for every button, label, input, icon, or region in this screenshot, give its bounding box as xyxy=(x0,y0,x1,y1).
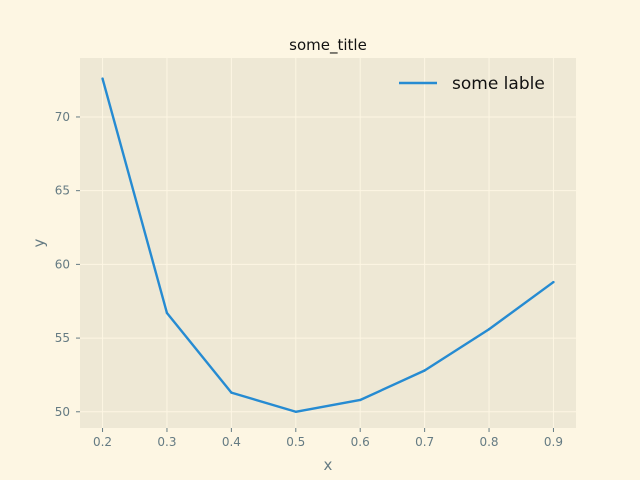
series-line xyxy=(101,78,555,413)
x-tick-label: 0.5 xyxy=(286,435,305,449)
data-point xyxy=(423,369,426,372)
x-axis-label: x xyxy=(324,456,333,474)
x-tick-label: 0.3 xyxy=(157,435,176,449)
y-tick-label: 55 xyxy=(55,331,70,345)
legend-entry-label: some lable xyxy=(452,74,545,94)
y-tick-label: 70 xyxy=(55,110,70,124)
x-axis-ticks: 0.2 0.3 0.4 0.5 0.6 0.7 0.8 0.9 xyxy=(93,428,563,449)
y-axis-label: y xyxy=(30,238,48,247)
series-layer xyxy=(101,77,555,413)
data-point xyxy=(230,391,233,394)
data-point xyxy=(294,410,297,413)
chart-title: some_title xyxy=(289,36,367,55)
x-tick-label: 0.6 xyxy=(351,435,370,449)
y-tick-label: 50 xyxy=(55,405,70,419)
data-point xyxy=(101,77,104,80)
grid-lines xyxy=(80,58,576,428)
data-point xyxy=(487,328,491,331)
data-point xyxy=(165,311,169,315)
y-tick-label: 60 xyxy=(55,257,70,271)
x-tick-label: 0.2 xyxy=(93,435,112,449)
legend: some lable xyxy=(399,74,545,94)
data-point xyxy=(552,280,555,284)
data-point xyxy=(359,398,362,402)
x-tick-label: 0.4 xyxy=(222,435,241,449)
y-axis-ticks: 50 55 60 65 70 xyxy=(55,110,80,419)
y-tick-label: 65 xyxy=(55,184,70,198)
x-tick-label: 0.8 xyxy=(479,435,498,449)
plot-area xyxy=(80,58,576,428)
x-tick-label: 0.7 xyxy=(415,435,434,449)
x-tick-label: 0.9 xyxy=(544,435,563,449)
